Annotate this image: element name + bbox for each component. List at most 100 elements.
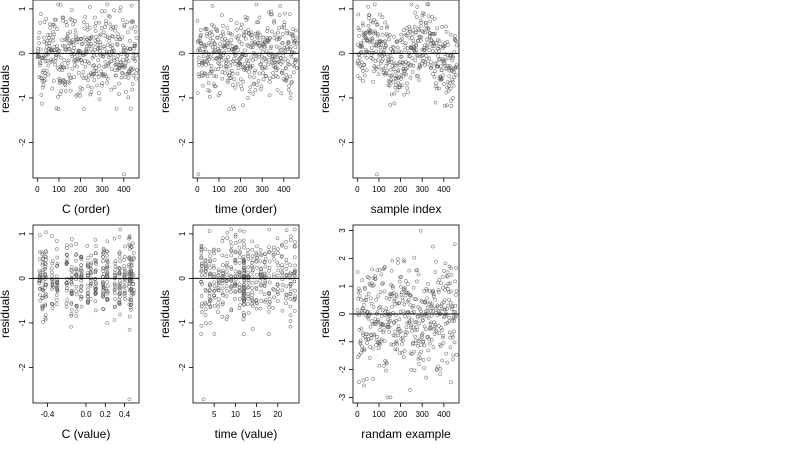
data-point	[127, 397, 132, 402]
data-point	[237, 261, 242, 265]
data-point	[246, 291, 250, 296]
data-point	[242, 229, 246, 234]
data-point	[70, 237, 74, 241]
data-point	[263, 299, 267, 304]
data-point	[123, 269, 127, 273]
data-point	[115, 43, 120, 47]
data-point	[373, 322, 378, 326]
data-point	[207, 249, 212, 254]
data-point	[272, 287, 276, 292]
data-point	[242, 29, 247, 34]
data-point	[233, 62, 237, 66]
data-point	[380, 308, 385, 313]
data-point	[437, 86, 441, 91]
data-point	[203, 313, 208, 317]
data-point	[436, 58, 441, 62]
data-point	[267, 291, 271, 296]
data-point	[254, 259, 259, 264]
data-point	[289, 54, 294, 59]
data-point	[111, 25, 116, 30]
data-point	[212, 280, 216, 285]
data-point	[131, 282, 135, 287]
data-point	[452, 75, 456, 79]
data-point	[417, 78, 421, 82]
data-point	[128, 107, 133, 111]
data-point	[279, 70, 284, 75]
data-point	[216, 47, 220, 51]
y-axis-title: residuals	[318, 65, 332, 113]
data-point	[216, 248, 221, 253]
x-tick-label: 100	[212, 185, 226, 194]
data-point	[125, 30, 130, 35]
data-point	[66, 58, 71, 63]
data-point	[445, 270, 450, 275]
data-point	[51, 78, 56, 83]
data-point	[293, 240, 297, 244]
data-point	[59, 62, 64, 66]
data-point	[79, 295, 84, 299]
data-point	[444, 312, 449, 317]
data-point	[443, 57, 448, 62]
data-point	[360, 69, 365, 73]
data-point	[436, 54, 440, 58]
data-point	[131, 255, 136, 260]
data-point	[261, 35, 266, 40]
data-point	[214, 27, 219, 32]
data-point	[118, 259, 123, 264]
data-point	[366, 291, 371, 296]
data-point	[391, 285, 395, 290]
data-point	[213, 45, 218, 49]
data-point	[86, 287, 90, 292]
data-point	[413, 30, 418, 35]
x-tick-label: 0.2	[100, 410, 112, 419]
data-point	[107, 14, 112, 19]
data-point	[284, 239, 288, 244]
data-point	[400, 83, 404, 88]
data-point	[273, 32, 277, 37]
data-point	[200, 263, 204, 268]
data-point	[414, 325, 419, 329]
data-point	[404, 290, 409, 295]
data-point	[409, 323, 414, 327]
data-point	[113, 275, 118, 280]
data-point	[101, 269, 105, 273]
data-point	[101, 248, 106, 253]
data-point	[93, 292, 98, 297]
data-point	[105, 290, 110, 294]
data-point	[240, 87, 244, 92]
data-point	[398, 309, 403, 314]
data-point	[216, 93, 221, 98]
data-point	[208, 258, 212, 263]
data-point	[454, 39, 459, 44]
data-point	[203, 269, 208, 274]
data-point	[454, 289, 459, 293]
data-point	[220, 291, 225, 296]
data-point	[415, 279, 419, 284]
data-point	[433, 322, 438, 327]
data-point	[451, 55, 456, 60]
data-point	[267, 259, 272, 264]
data-point	[363, 53, 367, 58]
data-point	[450, 333, 455, 337]
data-point	[213, 84, 218, 89]
data-point	[199, 74, 204, 78]
data-point	[212, 289, 216, 293]
data-point	[127, 71, 132, 76]
data-point	[213, 67, 218, 72]
data-point	[264, 74, 269, 79]
data-point	[371, 321, 375, 326]
data-point	[241, 238, 246, 243]
data-point	[383, 20, 387, 25]
data-point	[258, 46, 263, 50]
data-point	[390, 73, 395, 78]
data-point	[364, 295, 369, 300]
data-point	[278, 4, 283, 8]
data-point	[210, 69, 214, 74]
data-point	[276, 251, 280, 256]
data-point	[274, 44, 279, 49]
data-point	[42, 35, 46, 40]
data-point	[37, 279, 42, 284]
data-point	[220, 70, 225, 74]
data-point	[276, 30, 280, 35]
y-axis-title: residuals	[0, 65, 12, 113]
